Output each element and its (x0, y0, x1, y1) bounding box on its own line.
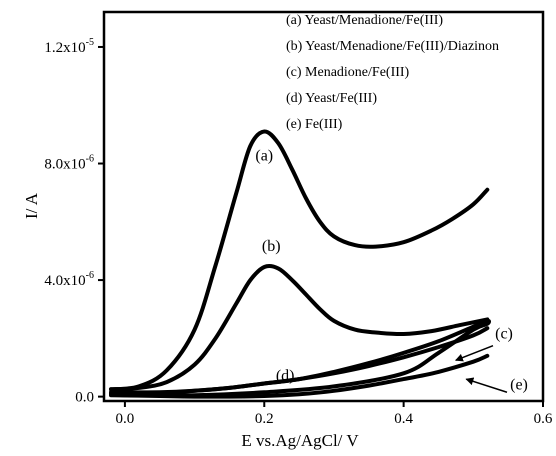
legend-entry-3: (c) Menadione/Fe(III) (286, 65, 410, 80)
legend-entry-1: (a) Yeast/Menadione/Fe(III) (286, 13, 443, 28)
plot-frame (102, 10, 545, 403)
curve-label-4: (d) (276, 368, 295, 385)
curve-label-5: (e) (510, 376, 528, 393)
curve-label-3: (c) (495, 325, 513, 342)
y-tick-label-1: 4.0x10-6 (44, 270, 94, 289)
x-tick-label-3: 0.6 (534, 411, 553, 427)
x-tick-label-2: 0.4 (394, 411, 413, 427)
x-axis-title: E vs.Ag/AgCl/ V (241, 431, 359, 450)
ticks-layer: 0.0 0.2 0.4 0.6 0.0 4.0x10-6 8.0x10-6 1.2x10-5 (44, 37, 552, 427)
curve-label-1: (a) (255, 148, 273, 165)
y-axis-title: I/ A (22, 192, 41, 219)
arrow-e (465, 377, 508, 393)
y-tick-label-3: 1.2x10-5 (44, 37, 94, 56)
legend-entry-4: (d) Yeast/Fe(III) (286, 91, 377, 106)
arrow-c (454, 344, 494, 362)
curve-labels: (a) (b) (c) (d) (e) (255, 148, 527, 394)
series-line-1 (109, 129, 490, 392)
x-tick-label-1: 0.2 (255, 411, 274, 427)
curves-layer (109, 129, 491, 399)
legend: (a) Yeast/Menadione/Fe(III) (b) Yeast/Men… (286, 13, 499, 132)
y-tick-label-0: 0.0 (75, 390, 94, 406)
y-tick-label-2: 8.0x10-6 (44, 154, 94, 173)
legend-entry-5: (e) Fe(III) (286, 117, 343, 132)
x-tick-label-0: 0.0 (116, 411, 135, 427)
series-line-5 (109, 353, 490, 399)
series-line-4 (109, 326, 490, 396)
legend-entry-2: (b) Yeast/Menadione/Fe(III)/Diazinon (286, 39, 499, 54)
series-line-2 (109, 263, 490, 392)
curve-label-2: (b) (262, 238, 281, 255)
